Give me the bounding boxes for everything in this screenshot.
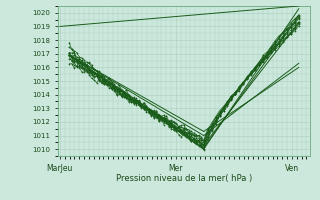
X-axis label: Pression niveau de la mer( hPa ): Pression niveau de la mer( hPa ) xyxy=(116,174,252,183)
